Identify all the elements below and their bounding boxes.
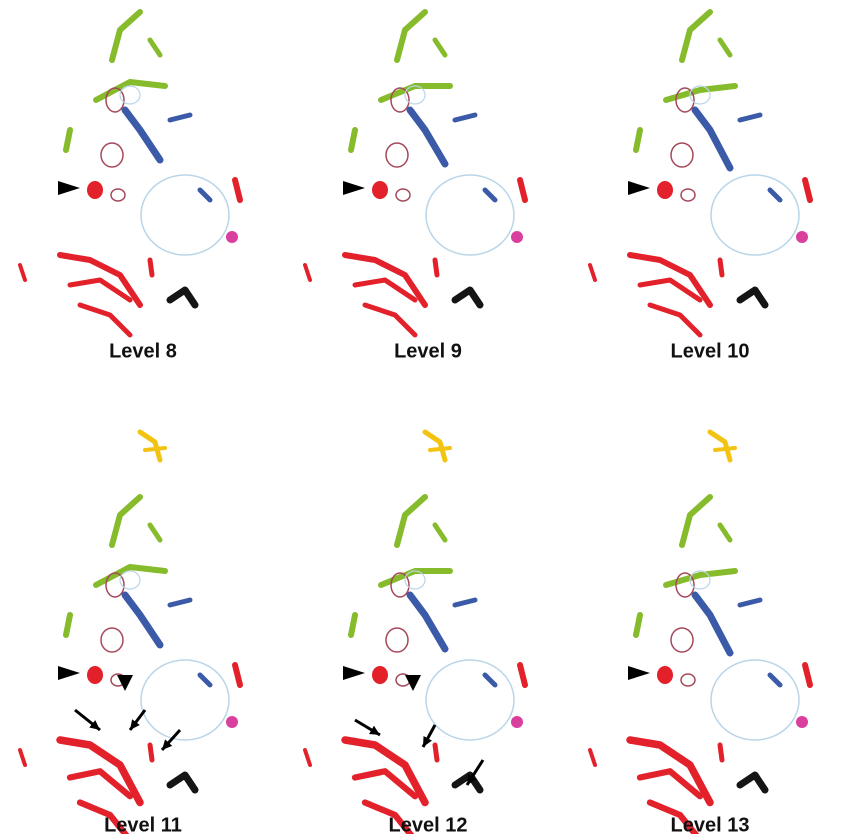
panel-label: Level 9 bbox=[394, 340, 462, 362]
stained-segment bbox=[636, 130, 640, 150]
stained-blob bbox=[226, 716, 238, 728]
panel-label: Level 12 bbox=[389, 814, 468, 834]
stained-blob bbox=[511, 231, 523, 243]
stained-segment bbox=[351, 615, 355, 635]
stained-blob bbox=[372, 666, 388, 684]
stained-segment bbox=[435, 745, 437, 760]
background bbox=[0, 0, 858, 834]
stained-blob bbox=[226, 231, 238, 243]
panel-label: Level 10 bbox=[671, 340, 750, 362]
stained-segment bbox=[715, 448, 735, 450]
stained-segment bbox=[720, 745, 722, 760]
stained-segment bbox=[66, 615, 70, 635]
stained-blob bbox=[511, 716, 523, 728]
panel-label: Level 8 bbox=[109, 340, 177, 362]
stained-blob bbox=[87, 181, 103, 199]
stained-segment bbox=[145, 448, 165, 450]
stained-segment bbox=[150, 260, 152, 275]
stained-segment bbox=[351, 130, 355, 150]
stained-blob bbox=[657, 181, 673, 199]
stained-segment bbox=[636, 615, 640, 635]
stained-segment bbox=[435, 260, 437, 275]
page: Level 8 Level 9 Level 10 Level 11 Level 12 Le… bbox=[0, 0, 858, 834]
stained-blob bbox=[796, 716, 808, 728]
stained-segment bbox=[66, 130, 70, 150]
stained-segment bbox=[150, 745, 152, 760]
stained-segment bbox=[430, 448, 450, 450]
panel-label: Level 11 bbox=[104, 814, 182, 834]
panel-label: Level 13 bbox=[671, 814, 750, 834]
stained-blob bbox=[796, 231, 808, 243]
figure: Level 8 Level 9 Level 10 Level 11 Level 12 Le… bbox=[0, 0, 858, 834]
stained-blob bbox=[87, 666, 103, 684]
stained-blob bbox=[657, 666, 673, 684]
stained-blob bbox=[372, 181, 388, 199]
stained-segment bbox=[720, 260, 722, 275]
